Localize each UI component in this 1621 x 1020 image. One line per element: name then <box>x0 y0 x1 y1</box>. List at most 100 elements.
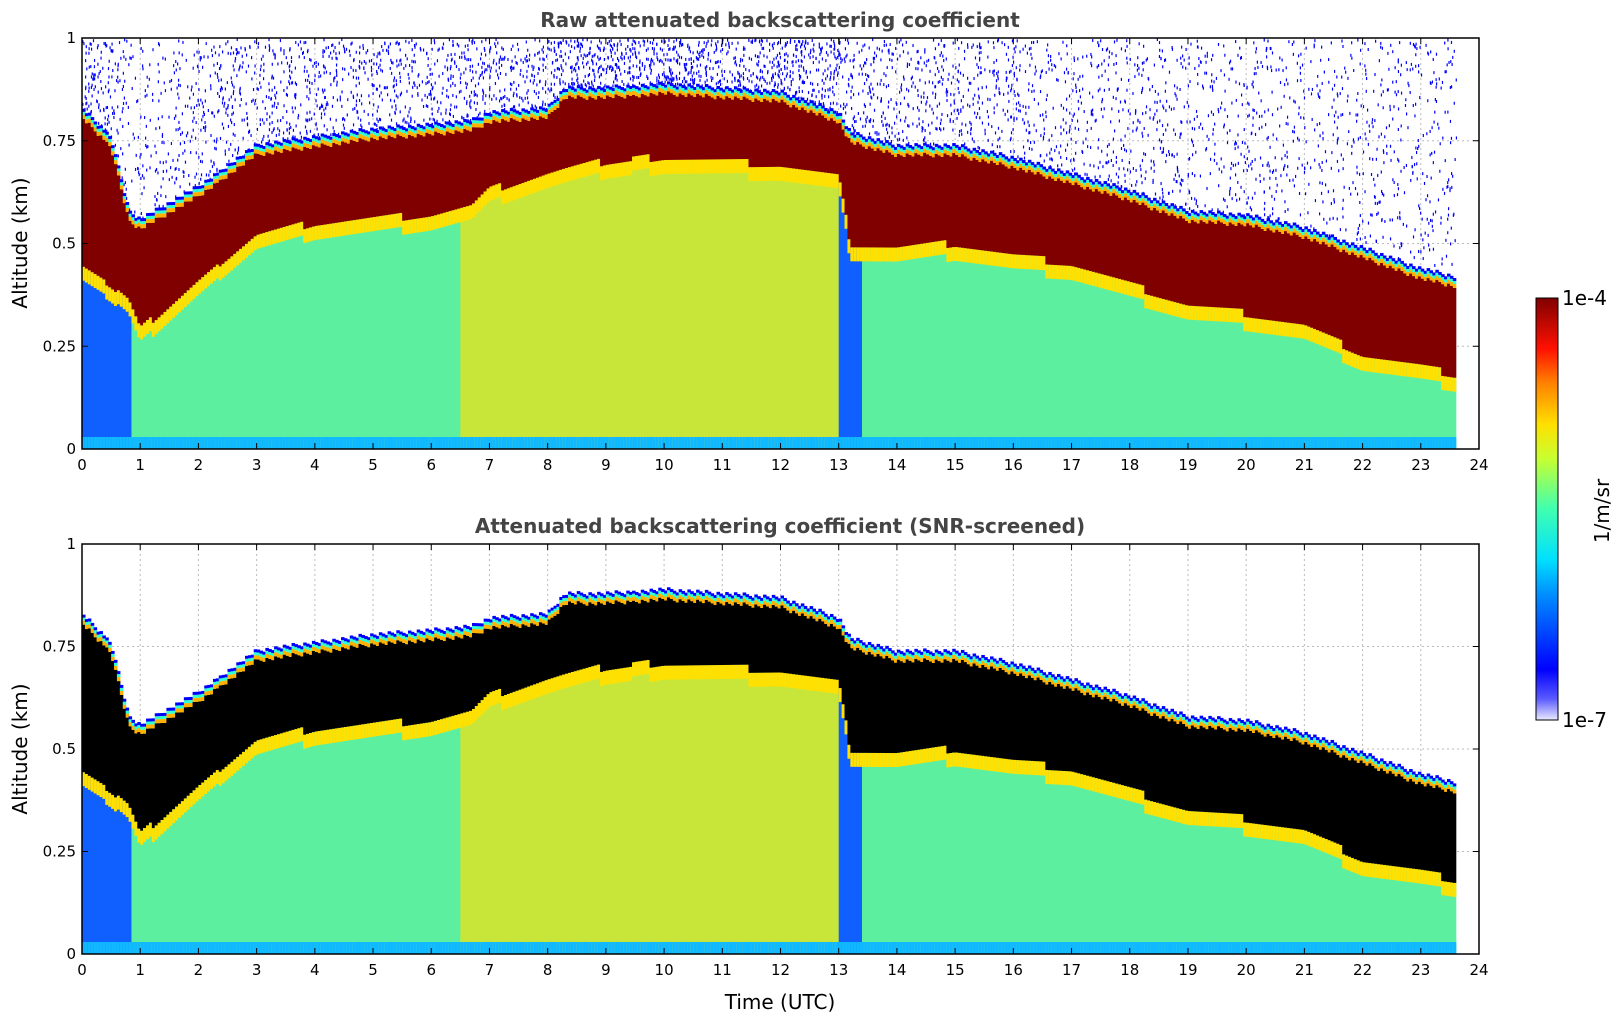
heatmap-column-base <box>201 277 205 292</box>
heatmap-column-lower <box>760 167 764 449</box>
heatmap-noise-speck <box>566 41 568 45</box>
heatmap-noise-speck <box>352 123 355 127</box>
heatmap-column-edge <box>387 128 392 132</box>
heatmap-noise-speck <box>803 68 805 72</box>
heatmap-noise-speck <box>385 86 387 90</box>
heatmap-noise-speck <box>586 53 588 57</box>
heatmap-noise-speck <box>493 58 495 62</box>
heatmap-noise-speck <box>867 91 869 95</box>
heatmap-noise-speck <box>669 47 671 51</box>
heatmap-column-lower <box>987 251 991 449</box>
heatmap-noise-speck <box>240 98 242 102</box>
heatmap-column-surface <box>544 437 549 449</box>
heatmap-column-edge <box>928 145 933 149</box>
heatmap-noise-speck <box>542 50 544 54</box>
heatmap-column-edge <box>632 84 636 88</box>
heatmap-noise-speck <box>498 58 500 62</box>
heatmap-noise-speck <box>922 120 924 124</box>
heatmap-noise-speck <box>306 85 308 89</box>
heatmap-noise-speck <box>241 118 243 122</box>
heatmap-column-core <box>180 206 185 296</box>
heatmap-noise-speck <box>227 106 229 110</box>
heatmap-column-edge <box>538 106 543 110</box>
heatmap-noise-speck <box>210 134 212 138</box>
heatmap-column-edge <box>795 103 799 108</box>
heatmap-column-edge <box>958 149 962 153</box>
heatmap-noise-speck <box>111 75 113 79</box>
heatmap-noise-speck <box>162 177 164 181</box>
heatmap-noise-speck <box>107 118 109 122</box>
heatmap-noise-speck <box>838 41 841 45</box>
heatmap-column-edge <box>818 108 822 113</box>
heatmap-noise-speck <box>286 109 288 113</box>
heatmap-column-edge <box>381 130 386 134</box>
heatmap-noise-speck <box>448 38 451 42</box>
heatmap-column-base <box>157 317 162 332</box>
heatmap-column-core <box>757 100 761 168</box>
heatmap-noise-speck <box>888 135 891 139</box>
heatmap-column-edge <box>995 154 1000 158</box>
heatmap-column-edge <box>448 128 453 133</box>
heatmap-column-edge <box>180 199 185 203</box>
heatmap-column-surface <box>1007 437 1012 449</box>
heatmap-column-surface <box>105 437 109 449</box>
heatmap-noise-speck <box>227 104 229 108</box>
heatmap-noise-speck <box>449 121 451 125</box>
heatmap-noise-speck <box>160 185 162 189</box>
heatmap-noise-speck <box>508 98 510 102</box>
heatmap-noise-speck <box>698 52 700 56</box>
heatmap-column-edge <box>399 131 403 136</box>
heatmap-noise-speck <box>1005 70 1007 74</box>
heatmap-noise-speck <box>600 64 602 68</box>
heatmap-noise-speck <box>323 38 325 42</box>
heatmap-column-lower <box>457 208 461 449</box>
heatmap-noise-speck <box>142 164 144 168</box>
heatmap-noise-speck <box>577 58 579 62</box>
heatmap-noise-speck <box>127 121 130 125</box>
heatmap-noise-speck <box>162 169 164 173</box>
heatmap-column-lower <box>693 159 697 449</box>
heatmap-noise-speck <box>242 136 244 140</box>
heatmap-column-base <box>393 213 397 228</box>
heatmap-column-base <box>454 209 459 224</box>
heatmap-noise-speck <box>941 112 943 116</box>
heatmap-noise-speck <box>996 103 998 107</box>
heatmap-column-core <box>1001 164 1006 254</box>
heatmap-noise-speck <box>800 59 802 63</box>
heatmap-noise-speck <box>683 83 685 87</box>
heatmap-noise-speck <box>268 139 270 143</box>
heatmap-column-surface <box>969 437 974 449</box>
heatmap-noise-speck <box>685 66 687 70</box>
heatmap-column-edge <box>480 120 485 124</box>
heatmap-noise-speck <box>413 60 415 64</box>
heatmap-column-edge <box>247 155 252 160</box>
heatmap-column-edge <box>265 142 269 146</box>
heatmap-column-base <box>224 261 229 276</box>
heatmap-noise-speck <box>178 120 180 124</box>
heatmap-noise-speck <box>553 93 555 97</box>
heatmap-column-core <box>597 95 601 159</box>
heatmap-noise-speck <box>844 105 846 109</box>
heatmap-noise-speck <box>912 44 914 48</box>
heatmap-column-lower <box>835 174 840 449</box>
heatmap-noise-speck <box>300 103 302 107</box>
heatmap-column-edge <box>268 149 272 154</box>
heatmap-column-edge <box>495 114 499 118</box>
heatmap-noise-speck <box>833 47 835 51</box>
heatmap-noise-speck <box>634 50 636 54</box>
heatmap-noise-speck <box>805 39 807 43</box>
heatmap-column-surface <box>530 437 534 449</box>
heatmap-noise-speck <box>286 128 288 132</box>
heatmap-column-core <box>250 158 255 239</box>
heatmap-noise-speck <box>495 69 497 73</box>
heatmap-column-lower <box>178 298 182 449</box>
heatmap-noise-speck <box>594 88 596 92</box>
heatmap-noise-speck <box>111 50 113 54</box>
heatmap-column-edge <box>806 102 811 106</box>
heatmap-column-core <box>748 100 752 168</box>
heatmap-column-base <box>806 170 811 185</box>
heatmap-column-edge <box>975 149 980 153</box>
heatmap-noise-speck <box>676 61 679 65</box>
heatmap-noise-speck <box>850 73 852 77</box>
heatmap-noise-speck <box>510 87 512 91</box>
